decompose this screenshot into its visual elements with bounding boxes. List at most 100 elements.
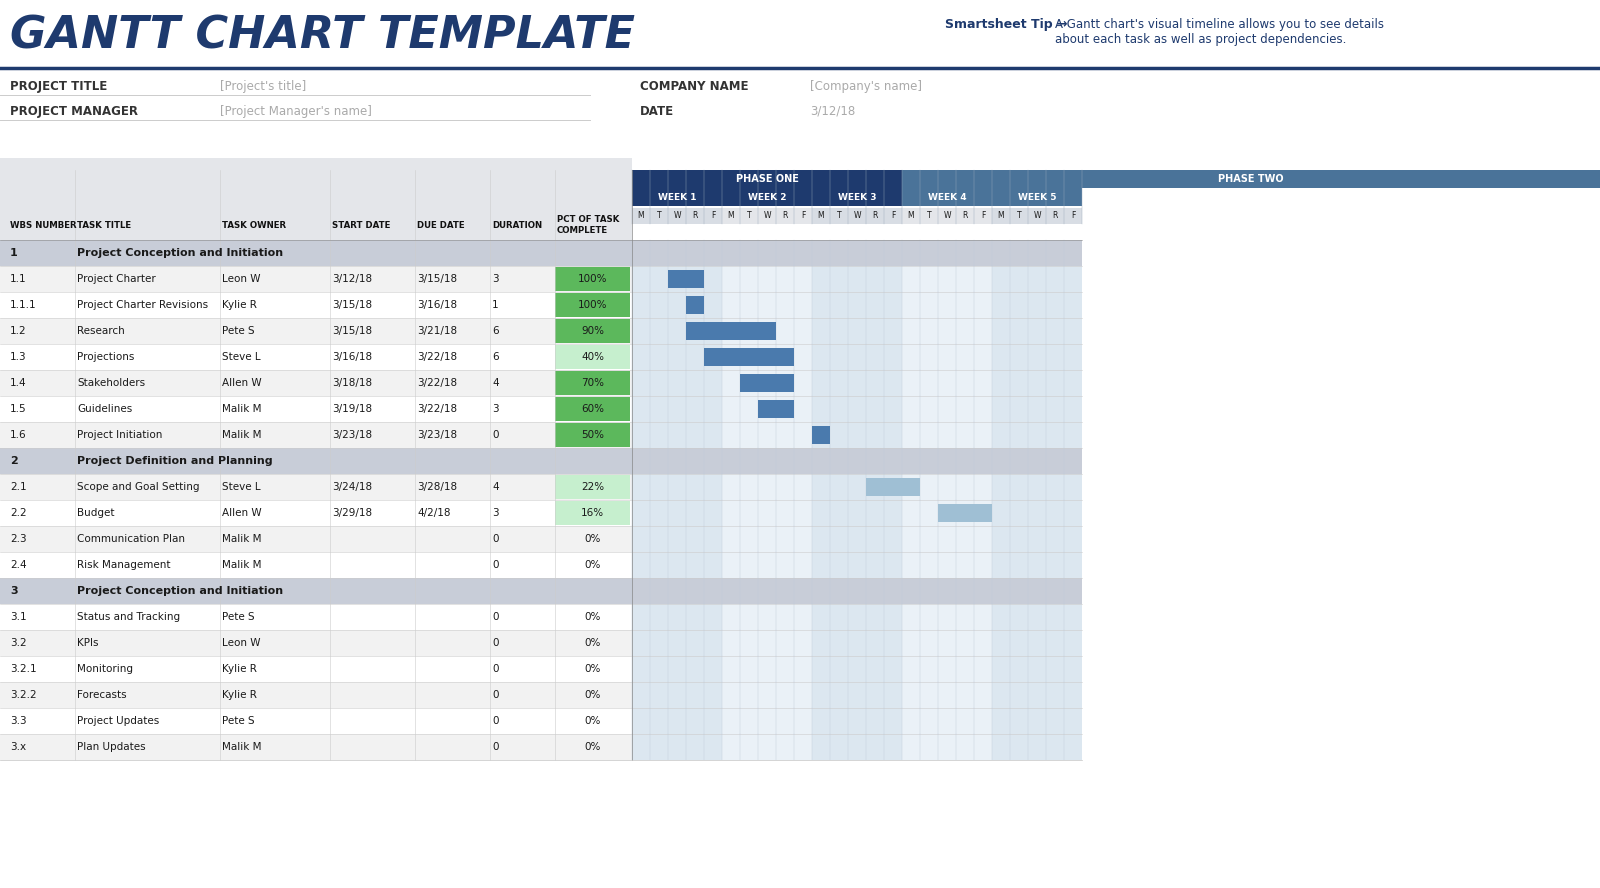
Bar	[794, 292, 813, 318]
Text: 70%: 70%	[581, 378, 605, 388]
Text: 60%: 60%	[581, 404, 605, 414]
Bar	[739, 422, 758, 448]
Bar	[0, 734, 632, 760]
Bar	[992, 682, 1010, 708]
Bar	[813, 396, 830, 422]
Bar	[938, 422, 957, 448]
Bar	[650, 578, 669, 604]
Bar	[902, 266, 920, 292]
Bar	[902, 240, 920, 266]
Bar	[1027, 734, 1046, 760]
Bar	[883, 734, 902, 760]
Bar	[1064, 474, 1082, 500]
Text: Scope and Goal Setting: Scope and Goal Setting	[77, 482, 200, 492]
Bar	[992, 292, 1010, 318]
Bar	[974, 396, 992, 422]
Bar	[669, 500, 686, 526]
Bar	[1027, 682, 1046, 708]
Text: 1.1: 1.1	[10, 274, 27, 284]
Bar	[632, 344, 650, 370]
Bar	[813, 318, 830, 344]
Text: DATE: DATE	[640, 105, 674, 118]
Bar	[758, 526, 776, 552]
Text: KPIs: KPIs	[77, 638, 99, 648]
Text: Project Conception and Initiation: Project Conception and Initiation	[77, 586, 283, 596]
Text: START DATE: START DATE	[333, 220, 390, 229]
Text: 3/29/18: 3/29/18	[333, 508, 373, 518]
Bar	[866, 552, 883, 578]
Text: T: T	[926, 211, 931, 220]
Bar	[0, 208, 632, 224]
Bar	[686, 292, 704, 318]
Text: Forecasts: Forecasts	[77, 690, 126, 700]
Bar	[920, 292, 938, 318]
Bar	[686, 322, 776, 340]
Bar	[704, 474, 722, 500]
Bar	[866, 448, 883, 474]
Bar	[1010, 448, 1027, 474]
Bar	[704, 708, 722, 734]
Bar	[813, 188, 902, 206]
Bar	[776, 344, 794, 370]
Text: Pete S: Pete S	[222, 326, 254, 336]
Bar	[704, 500, 722, 526]
Text: [Project Manager's name]: [Project Manager's name]	[221, 105, 371, 118]
Bar	[1027, 208, 1046, 224]
Bar	[902, 370, 920, 396]
Bar	[555, 319, 630, 343]
Bar	[704, 604, 722, 630]
Bar	[1027, 552, 1046, 578]
Bar	[813, 370, 830, 396]
Bar	[704, 208, 722, 224]
Bar	[902, 318, 920, 344]
Bar	[957, 318, 974, 344]
Bar	[957, 396, 974, 422]
Bar	[704, 396, 722, 422]
Text: Project Definition and Planning: Project Definition and Planning	[77, 456, 272, 466]
Bar	[739, 292, 758, 318]
Text: 100%: 100%	[578, 300, 608, 310]
Bar	[650, 734, 669, 760]
Bar	[739, 370, 758, 396]
Bar	[883, 266, 902, 292]
Text: COMPANY NAME: COMPANY NAME	[640, 80, 749, 93]
Bar	[794, 734, 813, 760]
Text: 0: 0	[493, 430, 499, 440]
Bar	[650, 208, 669, 224]
Text: Malik M: Malik M	[222, 560, 261, 570]
Bar	[920, 526, 938, 552]
Text: W: W	[944, 211, 950, 220]
Bar	[669, 604, 686, 630]
Bar	[813, 426, 830, 444]
Bar	[650, 552, 669, 578]
Text: 0: 0	[493, 716, 499, 726]
Bar	[902, 170, 1600, 188]
Bar	[938, 578, 957, 604]
Text: R: R	[872, 211, 878, 220]
Bar	[902, 474, 920, 500]
Bar	[1064, 370, 1082, 396]
Text: 3/16/18: 3/16/18	[418, 300, 458, 310]
Text: [Project's title]: [Project's title]	[221, 80, 306, 93]
Bar	[974, 656, 992, 682]
Bar	[830, 448, 848, 474]
Bar	[902, 422, 920, 448]
Bar	[813, 708, 830, 734]
Bar	[902, 526, 920, 552]
Text: WEEK 4: WEEK 4	[928, 193, 966, 202]
Bar	[704, 630, 722, 656]
Bar	[1010, 604, 1027, 630]
Bar	[669, 526, 686, 552]
Bar	[0, 158, 632, 240]
Bar	[555, 397, 630, 421]
Bar	[776, 208, 794, 224]
Bar	[1064, 682, 1082, 708]
Bar	[722, 526, 739, 552]
Bar	[992, 188, 1082, 206]
Bar	[938, 292, 957, 318]
Bar	[938, 504, 992, 522]
Bar	[794, 500, 813, 526]
Text: F: F	[891, 211, 894, 220]
Bar	[848, 734, 866, 760]
Bar	[1010, 240, 1027, 266]
